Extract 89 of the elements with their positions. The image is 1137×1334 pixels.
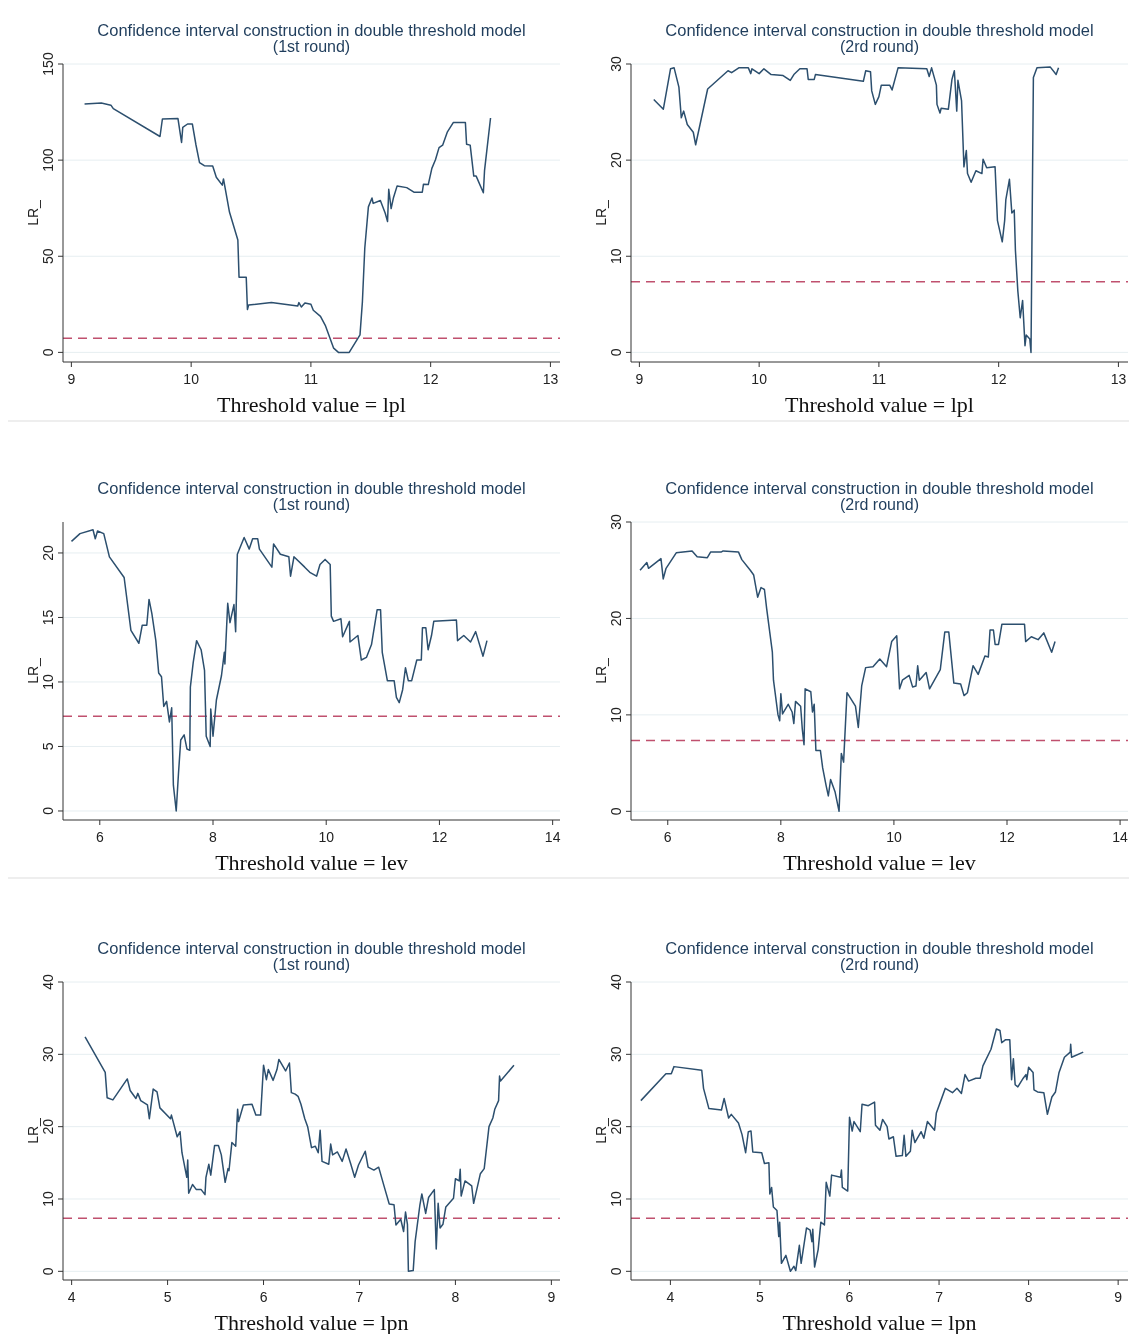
x-axis-title: Threshold value = lpn bbox=[214, 1310, 409, 1334]
x-tick-label: 12 bbox=[431, 829, 448, 845]
x-tick-label: 12 bbox=[990, 371, 1007, 387]
y-tick-label: 0 bbox=[40, 1267, 56, 1276]
chart-title: Confidence interval construction in double threshold model bbox=[97, 479, 526, 497]
chart-title: Confidence interval construction in double threshold model bbox=[665, 479, 1094, 497]
y-tick-label: 20 bbox=[40, 1118, 56, 1135]
y-tick-label: 20 bbox=[608, 152, 624, 168]
chart-title: Confidence interval construction in double threshold model bbox=[97, 939, 526, 957]
y-axis-title: LR_ bbox=[593, 657, 609, 684]
chart-title: Confidence interval construction in double threshold model bbox=[97, 21, 526, 39]
y-tick-label: 10 bbox=[40, 1190, 56, 1207]
y-tick-label: 0 bbox=[40, 806, 56, 815]
chart-title: Confidence interval construction in double threshold model bbox=[665, 939, 1094, 957]
x-tick-label: 10 bbox=[183, 371, 200, 387]
x-axis-title: Threshold value = lpn bbox=[782, 1310, 977, 1334]
y-tick-label: 5 bbox=[40, 742, 56, 751]
x-axis-title: Threshold value = lpl bbox=[217, 392, 406, 417]
x-tick-label: 9 bbox=[67, 371, 76, 387]
x-axis-title: Threshold value = lpl bbox=[785, 392, 974, 417]
x-tick-label: 8 bbox=[209, 829, 218, 845]
x-tick-label: 10 bbox=[886, 829, 902, 845]
x-tick-label: 10 bbox=[318, 829, 335, 845]
x-tick-label: 7 bbox=[355, 1289, 364, 1305]
x-tick-label: 9 bbox=[635, 371, 644, 387]
y-tick-label: 30 bbox=[608, 514, 624, 530]
line-series bbox=[640, 1028, 1084, 1273]
line-series bbox=[653, 66, 1060, 354]
y-tick-label: 50 bbox=[40, 248, 56, 265]
chart-subtitle: (2rd round) bbox=[839, 38, 920, 55]
y-tick-label: 150 bbox=[40, 52, 56, 76]
y-tick-label: 40 bbox=[40, 974, 56, 990]
y-tick-label: 30 bbox=[608, 56, 624, 72]
x-tick-label: 13 bbox=[542, 371, 559, 387]
x-axis-title: Threshold value = lev bbox=[783, 850, 976, 875]
y-axis-title: LR_ bbox=[593, 1117, 609, 1144]
x-tick-label: 9 bbox=[1114, 1289, 1123, 1305]
line-series bbox=[70, 528, 488, 812]
y-tick-label: 0 bbox=[608, 807, 624, 816]
x-tick-label: 8 bbox=[1024, 1289, 1033, 1305]
x-tick-label: 8 bbox=[776, 829, 785, 845]
chart-title: Confidence interval construction in double threshold model bbox=[665, 21, 1094, 39]
y-axis-title: LR_ bbox=[25, 657, 41, 684]
x-tick-label: 10 bbox=[751, 371, 768, 387]
chart-subtitle: (1st round) bbox=[272, 956, 351, 973]
y-tick-label: 15 bbox=[40, 609, 56, 626]
x-tick-label: 8 bbox=[451, 1289, 460, 1305]
x-tick-label: 14 bbox=[544, 829, 561, 845]
y-tick-label: 40 bbox=[608, 974, 624, 990]
y-tick-label: 0 bbox=[40, 348, 56, 357]
y-tick-label: 20 bbox=[608, 1118, 624, 1135]
x-tick-label: 5 bbox=[163, 1289, 172, 1305]
y-axis-title: LR_ bbox=[593, 199, 609, 226]
x-tick-label: 6 bbox=[95, 829, 104, 845]
chart-subtitle: (2rd round) bbox=[839, 956, 920, 973]
y-tick-label: 100 bbox=[40, 148, 56, 172]
x-tick-label: 12 bbox=[999, 829, 1015, 845]
chart-subtitle: (1st round) bbox=[272, 496, 351, 513]
y-axis-title: LR_ bbox=[25, 1117, 41, 1144]
line-series bbox=[84, 1036, 515, 1273]
y-tick-label: 10 bbox=[40, 673, 56, 690]
y-tick-label: 20 bbox=[40, 544, 56, 561]
x-tick-label: 6 bbox=[663, 829, 672, 845]
line-series bbox=[639, 550, 1056, 813]
x-tick-label: 9 bbox=[547, 1289, 556, 1305]
x-tick-label: 7 bbox=[935, 1289, 944, 1305]
y-tick-label: 20 bbox=[608, 610, 624, 627]
y-tick-label: 30 bbox=[40, 1046, 56, 1063]
y-tick-label: 30 bbox=[608, 1046, 624, 1063]
x-tick-label: 12 bbox=[422, 371, 439, 387]
y-tick-label: 0 bbox=[608, 1267, 624, 1276]
chart-subtitle: (1st round) bbox=[272, 38, 351, 55]
x-tick-label: 11 bbox=[871, 371, 887, 387]
x-tick-label: 13 bbox=[1110, 371, 1127, 387]
y-tick-label: 0 bbox=[608, 348, 624, 357]
y-tick-label: 10 bbox=[608, 248, 624, 265]
y-tick-label: 10 bbox=[608, 706, 624, 723]
x-tick-label: 14 bbox=[1112, 829, 1129, 845]
line-series bbox=[83, 102, 492, 354]
x-tick-label: 11 bbox=[303, 371, 319, 387]
y-tick-label: 10 bbox=[608, 1190, 624, 1207]
x-tick-label: 5 bbox=[756, 1289, 765, 1305]
x-axis-title: Threshold value = lev bbox=[215, 850, 408, 875]
x-tick-label: 4 bbox=[67, 1289, 76, 1305]
x-tick-label: 6 bbox=[845, 1289, 854, 1305]
x-tick-label: 4 bbox=[666, 1289, 675, 1305]
x-tick-label: 6 bbox=[259, 1289, 268, 1305]
chart-subtitle: (2rd round) bbox=[839, 496, 920, 513]
y-axis-title: LR_ bbox=[25, 199, 41, 226]
